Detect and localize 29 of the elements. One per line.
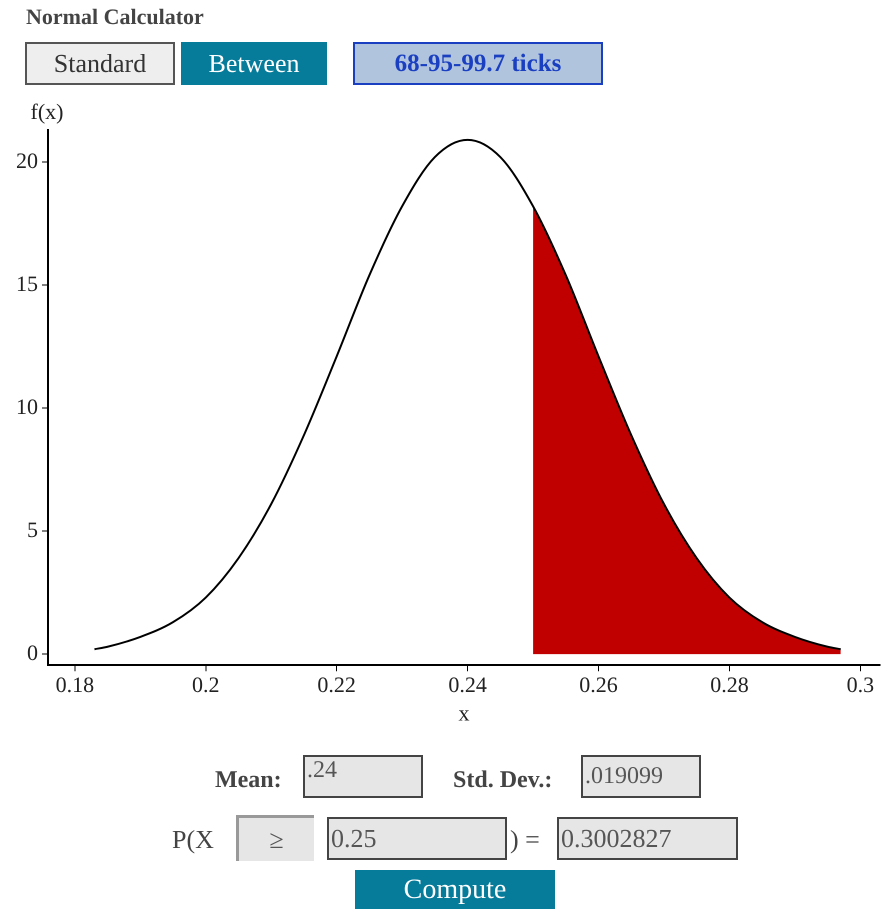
text-field: .019099 [581, 755, 701, 798]
text-field: 0.25 [327, 817, 507, 860]
x-tick-label: 0.24 [448, 672, 487, 698]
button: Between [181, 42, 327, 85]
x-tick-label: 0.26 [579, 672, 618, 698]
x-tick-label: 0.18 [56, 672, 94, 698]
label: ) = [510, 824, 541, 856]
label: Std. Dev.: [453, 766, 554, 794]
label: P(X [172, 824, 215, 856]
y-axis-title: f(x) [30, 98, 64, 124]
y-tick-label: 5 [27, 516, 38, 542]
line-series [93, 138, 842, 650]
text-field: .24 [303, 755, 423, 798]
y-tick-label: 15 [16, 270, 38, 296]
x-tick-label: 0.28 [710, 672, 749, 698]
text-field: 0.3002827 [557, 817, 738, 860]
dropdown: ≥ [236, 815, 314, 861]
x-tick-label: 0.22 [317, 672, 356, 698]
button: Compute [355, 870, 555, 909]
label: Mean: [215, 766, 283, 794]
y-tick-label: 0 [27, 640, 38, 665]
y-tick-label: 20 [16, 148, 38, 173]
x-tick-label: 0.2 [192, 672, 220, 698]
button: 68-95-99.7 ticks [353, 42, 603, 85]
x-tick-label: 0.3 [846, 672, 874, 698]
button: Standard [25, 42, 175, 85]
x-axis-title: x [458, 700, 470, 726]
chart-title: Normal Calculator [26, 4, 204, 30]
y-tick-label: 10 [16, 394, 38, 419]
